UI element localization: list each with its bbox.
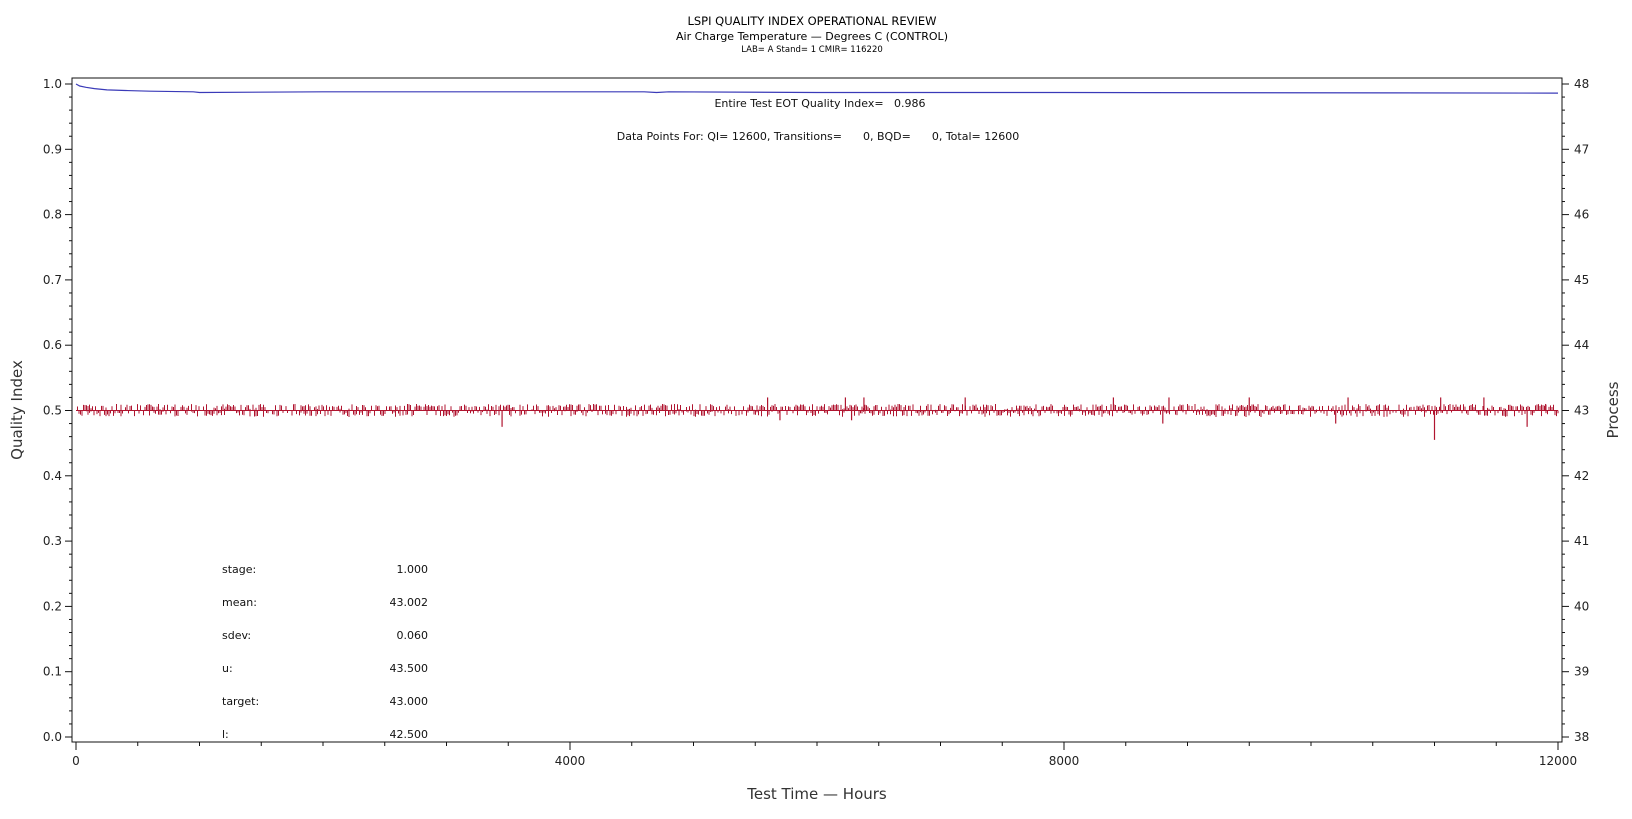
- chart-subtitle: Air Charge Temperature — Degrees C (CONT…: [676, 30, 948, 43]
- stat-value: 0.060: [397, 629, 429, 642]
- y-right-tick-label: 38: [1574, 730, 1589, 744]
- axis-tick-labels: 0 4000 8000 12000 0.0 0.1 0.2 0.3 0.4 0.5 0.6 0.7 0.…: [43, 77, 1589, 768]
- y-left-tick-label: 0.5: [43, 404, 62, 418]
- stat-value: 43.500: [390, 662, 429, 675]
- stat-value: 43.000: [390, 695, 429, 708]
- stat-label: target:: [222, 695, 259, 708]
- y-left-tick-label: 0.9: [43, 142, 62, 156]
- y-left-tick-label: 0.1: [43, 665, 62, 679]
- x-tick-label: 0: [72, 754, 80, 768]
- annotation-data-points: Data Points For: QI= 12600, Transitions=…: [617, 130, 1019, 143]
- chart-titles: LSPI QUALITY INDEX OPERATIONAL REVIEW Ai…: [676, 14, 948, 55]
- y-left-tick-label: 0.4: [43, 469, 62, 483]
- x-axis-label: Test Time — Hours: [746, 785, 887, 803]
- chart-title: LSPI QUALITY INDEX OPERATIONAL REVIEW: [687, 14, 936, 28]
- y-left-tick-label: 0.3: [43, 534, 62, 548]
- y-left-tick-label: 0.8: [43, 208, 62, 222]
- y-right-tick-label: 39: [1574, 665, 1589, 679]
- stat-label: sdev:: [222, 629, 251, 642]
- y-axis-right-label: Process: [1604, 381, 1622, 438]
- y-left-tick-label: 0.6: [43, 338, 62, 352]
- quality-index-line: [75, 83, 1559, 94]
- series-quality-index: [75, 83, 1559, 94]
- y-left-tick-label: 1.0: [43, 77, 62, 91]
- y-right-tick-label: 48: [1574, 77, 1589, 91]
- stat-value: 42.500: [390, 728, 429, 741]
- axis-ticks: [65, 83, 1569, 750]
- stat-label: mean:: [222, 596, 257, 609]
- y-right-tick-label: 46: [1574, 208, 1589, 222]
- y-right-tick-label: 41: [1574, 534, 1589, 548]
- x-tick-label: 4000: [555, 754, 586, 768]
- chart-subtitle-2: LAB= A Stand= 1 CMIR= 116220: [741, 45, 883, 55]
- stat-label: l:: [222, 728, 229, 741]
- stat-label: u:: [222, 662, 233, 675]
- series-process: [76, 397, 1559, 440]
- annotation-eot-quality: Entire Test EOT Quality Index= 0.986: [714, 97, 925, 110]
- stats-table: stage: 1.000 mean: 43.002 sdev: 0.060 u: 43.500…: [222, 563, 428, 741]
- y-right-tick-label: 45: [1574, 273, 1589, 287]
- y-right-tick-label: 40: [1574, 599, 1589, 613]
- stat-value: 43.002: [390, 596, 429, 609]
- y-left-tick-label: 0.0: [43, 730, 62, 744]
- y-right-tick-label: 44: [1574, 338, 1589, 352]
- stat-label: stage:: [222, 563, 256, 576]
- y-right-tick-label: 42: [1574, 469, 1589, 483]
- x-tick-label: 8000: [1049, 754, 1080, 768]
- y-left-tick-label: 0.7: [43, 273, 62, 287]
- y-left-tick-label: 0.2: [43, 599, 62, 613]
- x-tick-label: 12000: [1539, 754, 1577, 768]
- stat-value: 1.000: [397, 563, 429, 576]
- y-right-tick-label: 43: [1574, 404, 1589, 418]
- y-right-tick-label: 47: [1574, 142, 1589, 156]
- y-axis-left-label: Quality Index: [8, 360, 26, 460]
